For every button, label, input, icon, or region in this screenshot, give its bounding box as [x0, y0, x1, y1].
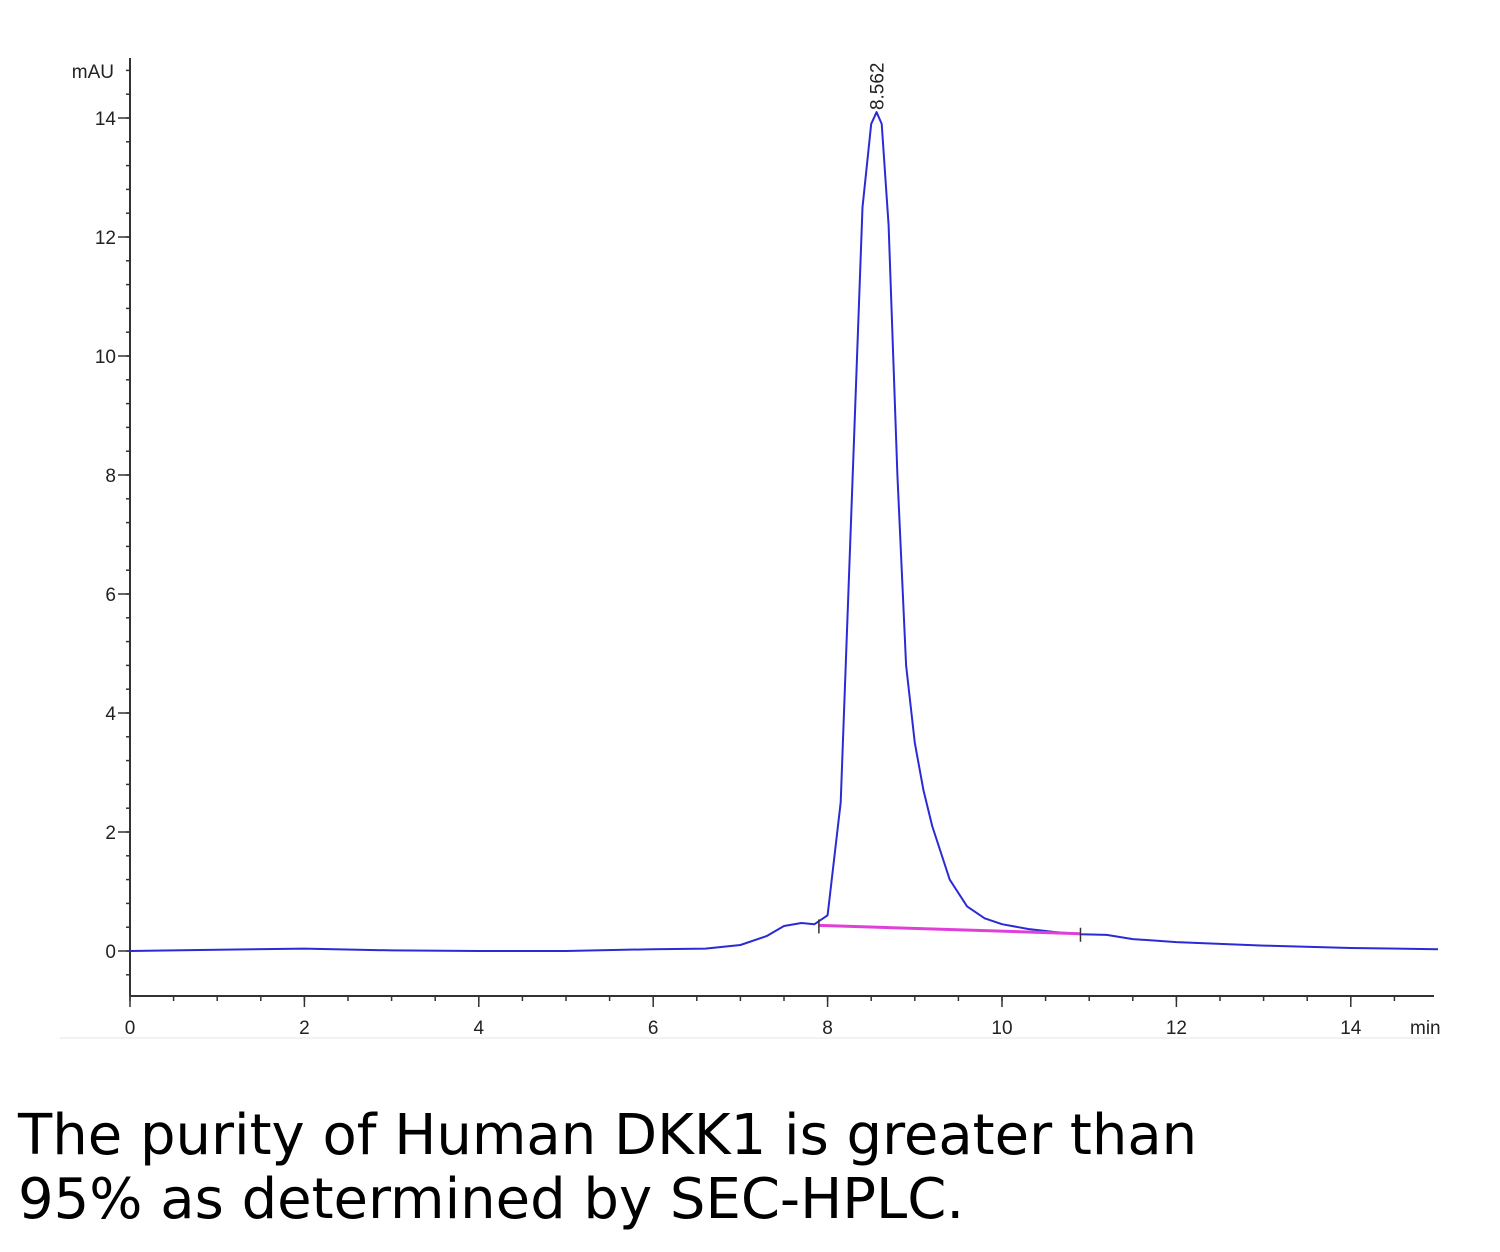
- figure-caption: The purity of Human DKK1 is greater than…: [18, 1104, 1318, 1232]
- baseline-trace: [818, 923, 1081, 936]
- chromatogram-chart: 0 2 4 6 8 10 12 14 0 2 4 6 8 10 12 14 mAU min 8.562: [60, 58, 1441, 1039]
- y-tick-label: 14: [95, 109, 117, 130]
- series-group: [129, 111, 1439, 952]
- axis-labels: 0 2 4 6 8 10 12 14 0 2 4 6 8 10 12 14 mAU min 8.562: [72, 62, 1441, 1039]
- x-axis-label: min: [1410, 1018, 1441, 1039]
- chromatogram-trace: [129, 111, 1439, 952]
- x-tick-label: 10: [991, 1018, 1012, 1039]
- y-axis-label: mAU: [72, 62, 114, 83]
- x-tick-label: 14: [1340, 1018, 1362, 1039]
- y-tick-label: 2: [105, 823, 116, 844]
- x-tick-label: 8: [822, 1018, 833, 1039]
- y-tick-label: 6: [105, 585, 116, 606]
- y-tick-label: 10: [95, 347, 116, 368]
- y-tick-label: 0: [105, 942, 116, 963]
- x-tick-label: 0: [125, 1018, 136, 1039]
- y-tick-label: 8: [105, 466, 116, 487]
- caption-line-1: The purity of Human DKK1 is greater than: [18, 1103, 1198, 1168]
- x-tick-label: 4: [474, 1018, 485, 1039]
- axes: [60, 58, 1434, 1039]
- x-tick-label: 12: [1166, 1018, 1187, 1039]
- y-tick-label: 4: [105, 704, 116, 725]
- x-tick-label: 6: [648, 1018, 659, 1039]
- x-tick-label: 2: [299, 1018, 310, 1039]
- caption-line-2: 95% as determined by SEC-HPLC.: [18, 1167, 965, 1232]
- peak-retention-label: 8.562: [868, 63, 889, 111]
- y-tick-label: 12: [95, 228, 116, 249]
